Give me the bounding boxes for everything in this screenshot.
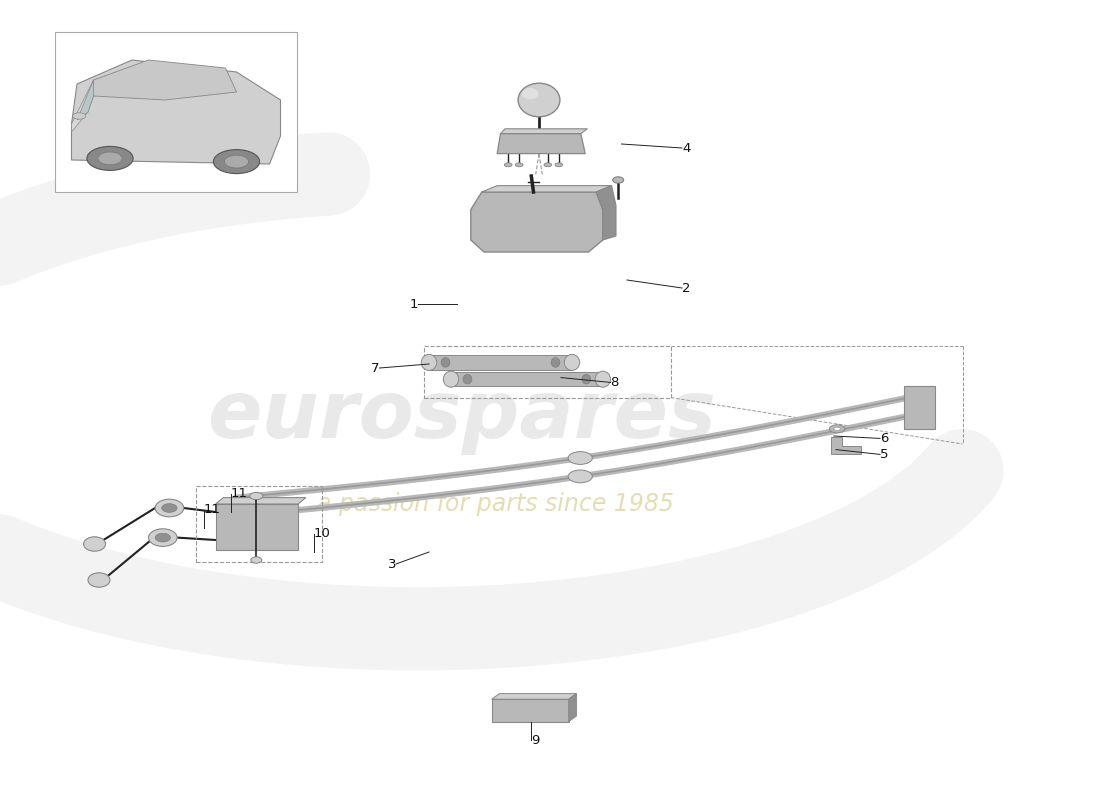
Text: 10: 10 <box>314 527 330 540</box>
Ellipse shape <box>88 573 110 587</box>
Ellipse shape <box>441 358 450 367</box>
Ellipse shape <box>73 113 86 119</box>
Ellipse shape <box>564 354 580 370</box>
Ellipse shape <box>834 427 840 430</box>
Ellipse shape <box>829 425 845 433</box>
Text: a passion for parts since 1985: a passion for parts since 1985 <box>317 492 673 516</box>
Polygon shape <box>596 186 616 240</box>
Polygon shape <box>216 504 298 550</box>
Bar <box>492 699 569 722</box>
Polygon shape <box>482 186 612 192</box>
Polygon shape <box>72 80 94 132</box>
Ellipse shape <box>518 83 560 117</box>
Ellipse shape <box>87 146 133 170</box>
Polygon shape <box>471 192 603 252</box>
Ellipse shape <box>568 451 592 464</box>
Polygon shape <box>216 498 306 504</box>
Ellipse shape <box>551 358 560 367</box>
Text: 11: 11 <box>204 503 220 516</box>
Ellipse shape <box>443 371 459 387</box>
Bar <box>451 372 603 386</box>
Ellipse shape <box>595 371 610 387</box>
Bar <box>424 346 671 398</box>
Ellipse shape <box>250 492 263 499</box>
Bar <box>196 486 322 562</box>
Text: 5: 5 <box>880 448 889 461</box>
Ellipse shape <box>213 150 260 174</box>
Text: eurospares: eurospares <box>208 377 716 455</box>
Ellipse shape <box>568 470 592 482</box>
Ellipse shape <box>504 162 513 166</box>
Text: 4: 4 <box>682 142 691 154</box>
Polygon shape <box>569 694 576 722</box>
Bar <box>429 355 572 370</box>
Polygon shape <box>497 134 585 154</box>
Text: 7: 7 <box>371 362 380 374</box>
Ellipse shape <box>155 499 184 517</box>
Ellipse shape <box>251 557 262 563</box>
Bar <box>55 32 297 192</box>
Text: 8: 8 <box>610 376 619 389</box>
Text: 3: 3 <box>387 558 396 570</box>
Ellipse shape <box>521 88 538 99</box>
Ellipse shape <box>98 152 122 165</box>
Polygon shape <box>77 80 94 120</box>
Text: 2: 2 <box>682 282 691 294</box>
Ellipse shape <box>84 537 106 551</box>
Ellipse shape <box>421 354 437 370</box>
Ellipse shape <box>543 162 551 166</box>
Polygon shape <box>492 694 576 699</box>
Text: 6: 6 <box>880 432 889 445</box>
Ellipse shape <box>155 533 170 542</box>
Ellipse shape <box>613 177 624 183</box>
Polygon shape <box>830 437 861 454</box>
Ellipse shape <box>162 504 177 512</box>
Polygon shape <box>500 129 587 134</box>
Text: 1: 1 <box>409 298 418 310</box>
Ellipse shape <box>148 529 177 546</box>
Polygon shape <box>72 60 280 164</box>
Polygon shape <box>904 386 935 429</box>
Text: 11: 11 <box>231 487 248 500</box>
Ellipse shape <box>224 155 249 168</box>
Polygon shape <box>94 60 236 100</box>
Text: 9: 9 <box>531 734 540 746</box>
Ellipse shape <box>515 162 524 166</box>
Ellipse shape <box>463 374 472 384</box>
Ellipse shape <box>582 374 591 384</box>
Ellipse shape <box>554 162 562 166</box>
